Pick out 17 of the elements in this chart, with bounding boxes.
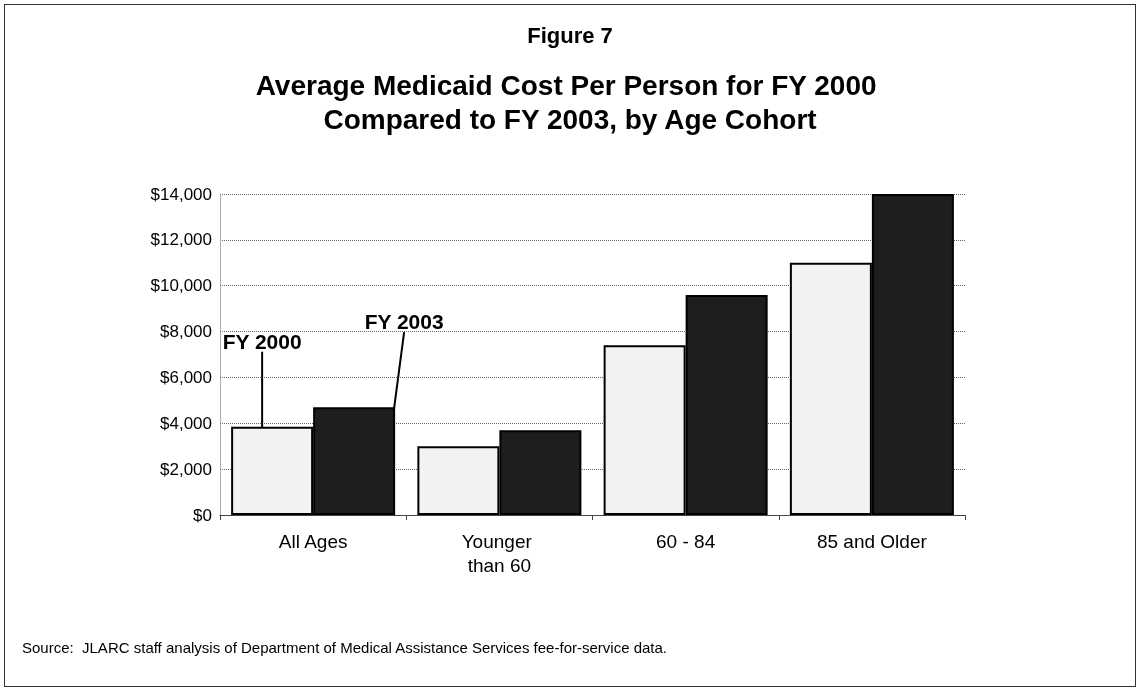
text: FY 2000	[222, 329, 302, 353]
chart-title: Figure 7	[527, 22, 613, 48]
x-tick-label: 85 and Older	[816, 530, 928, 552]
y-tick-label: $6,000	[160, 367, 212, 387]
y-tick-label: $12,000	[150, 230, 212, 250]
y-tick-label: $0	[193, 505, 212, 525]
source-note: Source: JLARC staff analysis of Department of Medical Assistance Services fee-for-service data.	[22, 639, 667, 656]
x-tick-label: All Ages	[278, 530, 348, 552]
y-tick-label: $10,000	[150, 276, 212, 296]
x-tick-label: 60 - 84	[656, 530, 716, 552]
y-tick-label: $8,000	[160, 322, 212, 342]
y-tick-label: $2,000	[160, 459, 212, 479]
y-tick-label: $14,000	[150, 184, 212, 204]
chart-subtitle: Average Medicaid Cost Per Person for FY 2000 Compared to FY 2003, by Age Cohort	[255, 69, 885, 135]
y-tick-label: $4,000	[160, 413, 212, 433]
text: FY 2003	[364, 310, 444, 334]
x-tick-label: Younger than 60	[461, 530, 538, 576]
